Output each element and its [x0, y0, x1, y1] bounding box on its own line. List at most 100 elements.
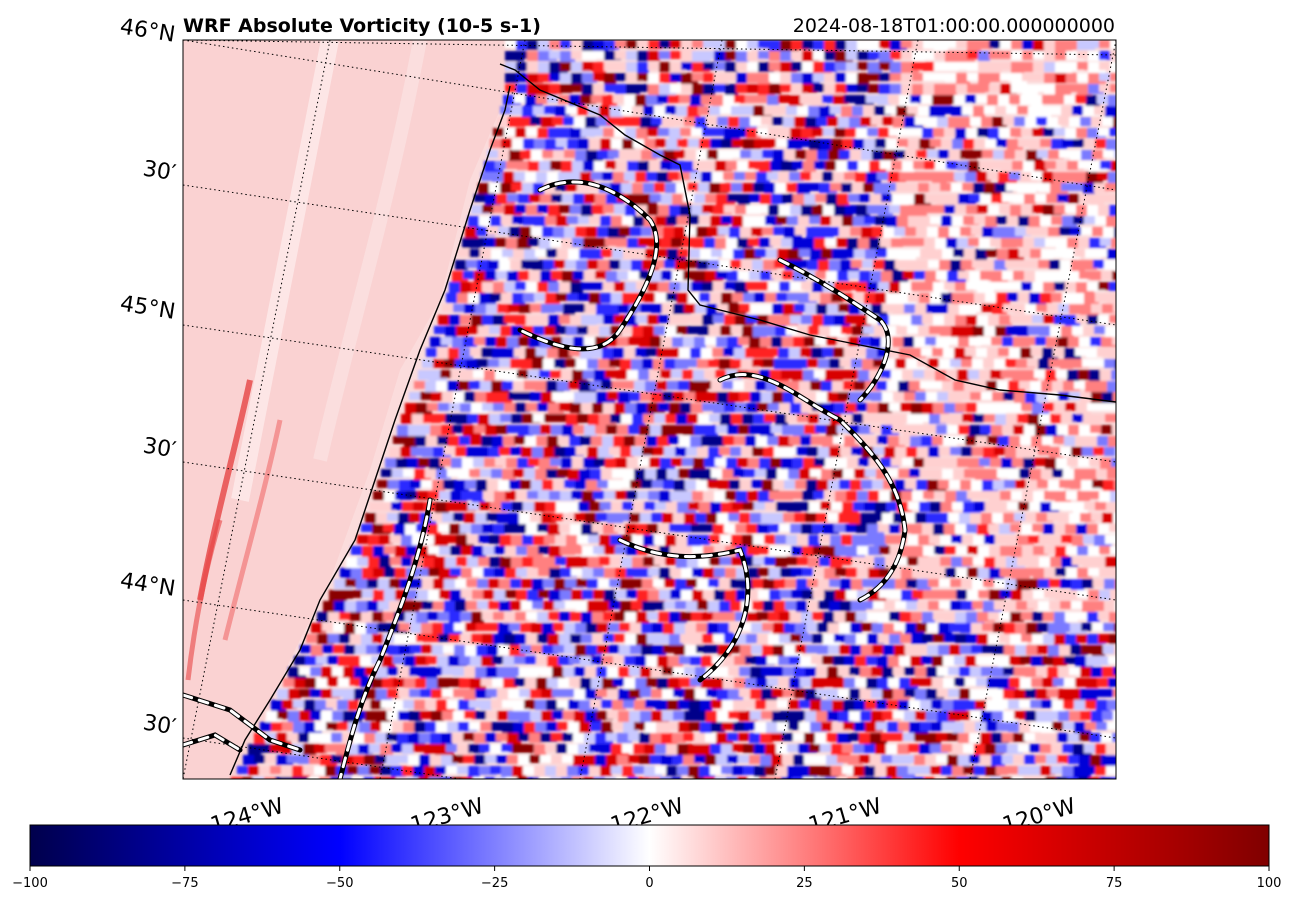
field-cell	[795, 227, 810, 235]
field-cell	[958, 271, 976, 279]
field-cell	[703, 40, 715, 48]
field-cell	[699, 502, 713, 513]
field-cell	[841, 535, 853, 545]
field-cell	[568, 469, 581, 480]
field-cell	[827, 711, 843, 721]
field-cell	[1072, 326, 1087, 335]
field-cell	[310, 667, 322, 676]
field-cell	[928, 260, 943, 268]
field-cell	[967, 62, 983, 71]
field-cell	[981, 392, 996, 400]
field-cell	[465, 480, 478, 489]
field-cell	[288, 689, 301, 699]
field-cell	[848, 425, 865, 433]
field-cell	[1084, 293, 1099, 304]
field-cell	[607, 667, 620, 678]
field-cell	[655, 216, 674, 226]
field-cell	[348, 700, 363, 710]
field-cell	[1036, 667, 1052, 676]
field-cell	[617, 733, 632, 743]
field-cell	[911, 612, 928, 621]
field-cell	[355, 645, 374, 654]
field-cell	[989, 546, 1003, 557]
field-cell	[559, 634, 572, 645]
field-cell	[886, 293, 899, 304]
field-cell	[685, 623, 703, 634]
field-cell	[438, 634, 455, 642]
field-cell	[875, 216, 894, 225]
field-cell	[467, 535, 481, 544]
field-cell	[487, 227, 501, 235]
field-cell	[846, 590, 862, 599]
field-cell	[679, 678, 696, 687]
field-cell	[1038, 447, 1056, 455]
field-cell	[734, 348, 753, 359]
field-cell	[1001, 458, 1016, 468]
field-cell	[953, 722, 970, 733]
field-cell	[276, 733, 291, 744]
field-cell	[765, 766, 777, 775]
field-cell	[680, 403, 694, 413]
field-cell	[1076, 205, 1090, 216]
field-cell	[802, 491, 816, 500]
field-cell	[1006, 557, 1025, 568]
field-cell	[857, 491, 871, 501]
field-cell	[428, 590, 443, 601]
field-cell	[936, 194, 950, 205]
field-cell	[529, 271, 542, 281]
field-cell	[442, 304, 458, 312]
field-cell	[735, 205, 748, 214]
field-cell	[449, 612, 461, 623]
field-cell	[623, 700, 635, 708]
field-cell	[622, 293, 636, 304]
field-cell	[559, 282, 571, 293]
field-cell	[956, 51, 975, 62]
field-cell	[1011, 546, 1026, 557]
field-cell	[1017, 414, 1035, 423]
field-cell	[616, 458, 630, 468]
field-cell	[627, 161, 643, 171]
field-cell	[1014, 117, 1028, 126]
field-cell	[1069, 711, 1086, 721]
field-cell	[657, 656, 670, 667]
field-cell	[386, 755, 399, 765]
field-cell	[1067, 238, 1079, 248]
field-cell	[1051, 139, 1067, 149]
field-cell	[960, 623, 977, 633]
field-cell	[859, 755, 875, 763]
field-cell	[626, 73, 643, 82]
field-cell	[476, 645, 495, 656]
field-cell	[573, 194, 591, 204]
field-cell	[927, 623, 944, 632]
field-cell	[818, 447, 832, 458]
field-cell	[591, 678, 607, 689]
field-cell	[856, 403, 873, 411]
field-cell	[513, 469, 530, 477]
field-cell	[1012, 238, 1024, 247]
field-cell	[981, 304, 995, 312]
field-cell	[1000, 62, 1012, 70]
field-cell	[1074, 700, 1088, 710]
field-cell	[823, 205, 841, 215]
field-cell	[802, 73, 820, 84]
field-cell	[438, 524, 455, 532]
field-cell	[1022, 40, 1039, 49]
field-cell	[957, 777, 971, 779]
field-cell	[736, 51, 749, 62]
field-cell	[1001, 370, 1013, 378]
field-cell	[613, 436, 631, 447]
field-cell	[653, 579, 672, 587]
field-cell	[540, 194, 556, 203]
field-cell	[352, 777, 369, 779]
field-cell	[1019, 249, 1035, 257]
field-cell	[1019, 722, 1036, 733]
field-cell	[999, 524, 1015, 534]
field-cell	[1042, 348, 1058, 359]
coastline	[229, 63, 1116, 776]
field-cell	[930, 502, 948, 512]
field-cell	[569, 172, 585, 183]
field-cell	[608, 150, 623, 158]
field-cell	[751, 150, 764, 160]
field-cell	[498, 227, 513, 235]
field-cell	[431, 392, 443, 401]
